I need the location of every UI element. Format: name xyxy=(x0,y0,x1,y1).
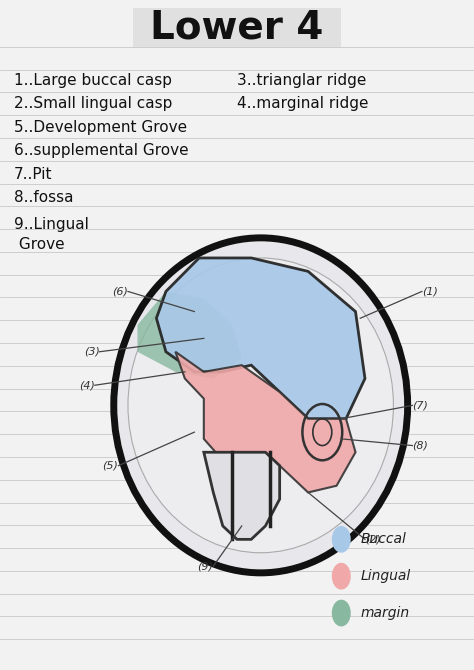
Text: (4): (4) xyxy=(79,381,95,390)
Text: 3..trianglar ridge: 3..trianglar ridge xyxy=(237,73,366,88)
Text: (7): (7) xyxy=(412,401,428,410)
Text: 5..Development Grove: 5..Development Grove xyxy=(14,120,187,135)
Ellipse shape xyxy=(128,258,393,553)
Text: margin: margin xyxy=(360,606,410,620)
Ellipse shape xyxy=(114,238,408,573)
Text: 6..supplemental Grove: 6..supplemental Grove xyxy=(14,143,189,158)
Polygon shape xyxy=(175,352,356,492)
Text: Lower 4: Lower 4 xyxy=(150,9,324,46)
Text: (2): (2) xyxy=(365,535,381,544)
Text: 7..Pit: 7..Pit xyxy=(14,167,53,182)
Text: (3): (3) xyxy=(84,347,100,356)
Text: 8..fossa: 8..fossa xyxy=(14,190,74,205)
Text: 2..Small lingual casp: 2..Small lingual casp xyxy=(14,96,173,111)
Text: (1): (1) xyxy=(422,287,438,296)
Text: (8): (8) xyxy=(412,441,428,450)
Text: (5): (5) xyxy=(103,461,118,470)
Text: (6): (6) xyxy=(112,287,128,296)
FancyBboxPatch shape xyxy=(133,8,341,47)
Text: Buccal: Buccal xyxy=(360,533,406,546)
Circle shape xyxy=(332,600,351,626)
Text: 4..marginal ridge: 4..marginal ridge xyxy=(237,96,368,111)
Text: (9): (9) xyxy=(198,561,213,571)
Text: 9..Lingual: 9..Lingual xyxy=(14,217,89,232)
Polygon shape xyxy=(137,291,242,379)
Circle shape xyxy=(332,563,351,590)
Text: 1..Large buccal casp: 1..Large buccal casp xyxy=(14,73,172,88)
Polygon shape xyxy=(156,258,365,419)
Text: Grove: Grove xyxy=(14,237,65,252)
Circle shape xyxy=(332,526,351,553)
Text: Lingual: Lingual xyxy=(360,570,410,583)
Polygon shape xyxy=(204,452,280,539)
